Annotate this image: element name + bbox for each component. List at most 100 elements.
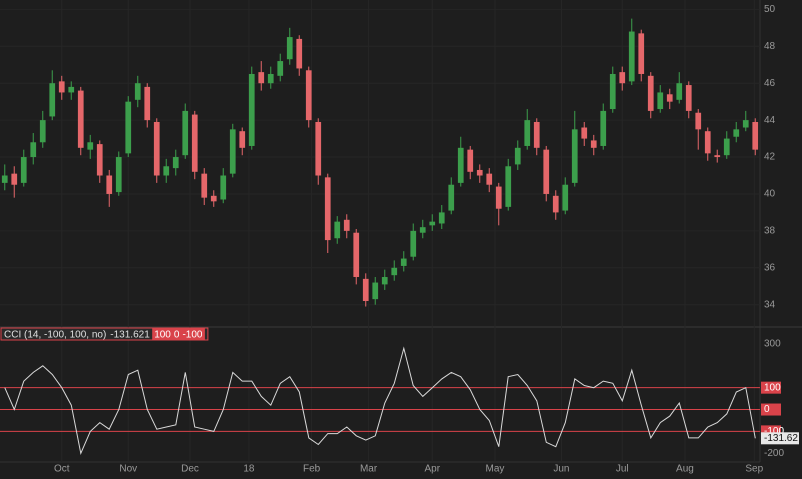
candle-body bbox=[353, 232, 360, 278]
candle-body bbox=[248, 73, 255, 146]
candle-body bbox=[324, 177, 331, 241]
candle-body bbox=[210, 195, 217, 202]
candle-body bbox=[20, 157, 27, 183]
y-tick-label: 44 bbox=[764, 115, 776, 126]
indicator-level-box bbox=[152, 328, 205, 340]
y-tick-label: 40 bbox=[764, 189, 776, 200]
y-tick-label: 50 bbox=[764, 4, 776, 15]
current-value-label: -131.62 bbox=[764, 433, 798, 444]
indicator-title: CCI (14, -100, 100, no) -131.621 bbox=[4, 329, 150, 340]
cci-line bbox=[4, 346, 756, 455]
indicator-title-text: CCI (14, -100, 100, no) bbox=[4, 329, 106, 340]
candle-body bbox=[391, 267, 398, 276]
candle-body bbox=[334, 221, 341, 239]
indicator-level: 0 bbox=[174, 329, 180, 340]
indicator-level: 100 bbox=[154, 329, 171, 340]
candle-body bbox=[733, 129, 740, 137]
candle-body bbox=[163, 166, 170, 176]
candle-body bbox=[505, 166, 512, 207]
candle-body bbox=[438, 212, 445, 224]
x-tick-label: Jun bbox=[553, 464, 569, 475]
x-tick-label: 18 bbox=[243, 464, 255, 475]
candle-body bbox=[581, 127, 588, 139]
candle-body bbox=[524, 120, 531, 146]
candle-body bbox=[286, 37, 293, 60]
level-label: 0 bbox=[764, 404, 770, 415]
candle-body bbox=[714, 155, 721, 158]
candle-body bbox=[343, 219, 350, 231]
candle-body bbox=[277, 61, 284, 76]
candle-body bbox=[182, 110, 189, 156]
candle-body bbox=[191, 114, 198, 172]
indicator-current-value: -131.621 bbox=[110, 329, 150, 340]
candle-body bbox=[305, 70, 312, 121]
candle-body bbox=[410, 230, 417, 257]
candle-body bbox=[96, 144, 103, 176]
indicator-level: -100 bbox=[182, 329, 202, 340]
y-tick-label: 300 bbox=[764, 339, 781, 350]
level-label: -100 bbox=[764, 426, 784, 437]
candle-body bbox=[372, 282, 379, 300]
x-tick-label: May bbox=[485, 464, 504, 475]
level-label: 100 bbox=[764, 382, 781, 393]
candle-body bbox=[106, 175, 113, 194]
x-tick-label: Nov bbox=[119, 464, 137, 475]
candle-body bbox=[666, 94, 673, 102]
candle-body bbox=[68, 86, 75, 93]
candle-body bbox=[657, 92, 664, 110]
x-tick-label: Aug bbox=[676, 464, 694, 475]
x-tick-label: Apr bbox=[424, 464, 440, 475]
y-tick-label: -200 bbox=[764, 448, 784, 459]
candle-body bbox=[486, 173, 493, 185]
indicator-levels: 100 0 -100 bbox=[154, 329, 203, 340]
candle-body bbox=[590, 140, 597, 148]
x-tick-label: Jul bbox=[616, 464, 629, 475]
candle-body bbox=[381, 277, 388, 285]
y-tick-label: 38 bbox=[764, 226, 776, 237]
candle-body bbox=[125, 101, 132, 154]
y-tick-label: 42 bbox=[764, 152, 776, 163]
candle-body bbox=[628, 31, 635, 82]
candle-body bbox=[609, 73, 616, 110]
candle-body bbox=[220, 175, 227, 200]
candle-body bbox=[362, 278, 369, 302]
candle-body bbox=[267, 73, 274, 84]
candle-body bbox=[685, 85, 692, 111]
candle-body bbox=[695, 112, 702, 130]
candle-body bbox=[647, 75, 654, 111]
candle-body bbox=[172, 157, 179, 169]
candle-body bbox=[144, 86, 151, 121]
candle-body bbox=[77, 90, 84, 148]
x-tick-label: Dec bbox=[181, 464, 199, 475]
y-tick-label: 36 bbox=[764, 262, 776, 273]
candle-body bbox=[258, 72, 265, 84]
candle-body bbox=[476, 169, 483, 176]
candle-body bbox=[457, 147, 464, 183]
candle-body bbox=[429, 221, 436, 226]
level-label-box bbox=[761, 381, 781, 394]
candle-body bbox=[543, 149, 550, 194]
x-tick-label: Feb bbox=[303, 464, 321, 475]
candle-body bbox=[296, 38, 303, 69]
candle-body bbox=[600, 110, 607, 146]
y-tick-label: 48 bbox=[764, 41, 776, 52]
candle-body bbox=[400, 258, 407, 266]
candle-body bbox=[30, 142, 37, 158]
x-tick-label: Oct bbox=[54, 464, 70, 475]
candle-body bbox=[467, 149, 474, 172]
candle-body bbox=[514, 147, 521, 165]
candle-body bbox=[723, 138, 730, 156]
candle-body bbox=[39, 120, 46, 143]
candle-body bbox=[229, 129, 236, 174]
candle-body bbox=[87, 142, 94, 150]
candle-body bbox=[676, 83, 683, 100]
candle-body bbox=[315, 121, 322, 176]
candle-body bbox=[704, 131, 711, 154]
candle-body bbox=[552, 195, 559, 213]
candle-body bbox=[11, 173, 18, 185]
candle-body bbox=[742, 120, 749, 128]
x-tick-label: Mar bbox=[360, 464, 378, 475]
candle-body bbox=[619, 72, 626, 84]
